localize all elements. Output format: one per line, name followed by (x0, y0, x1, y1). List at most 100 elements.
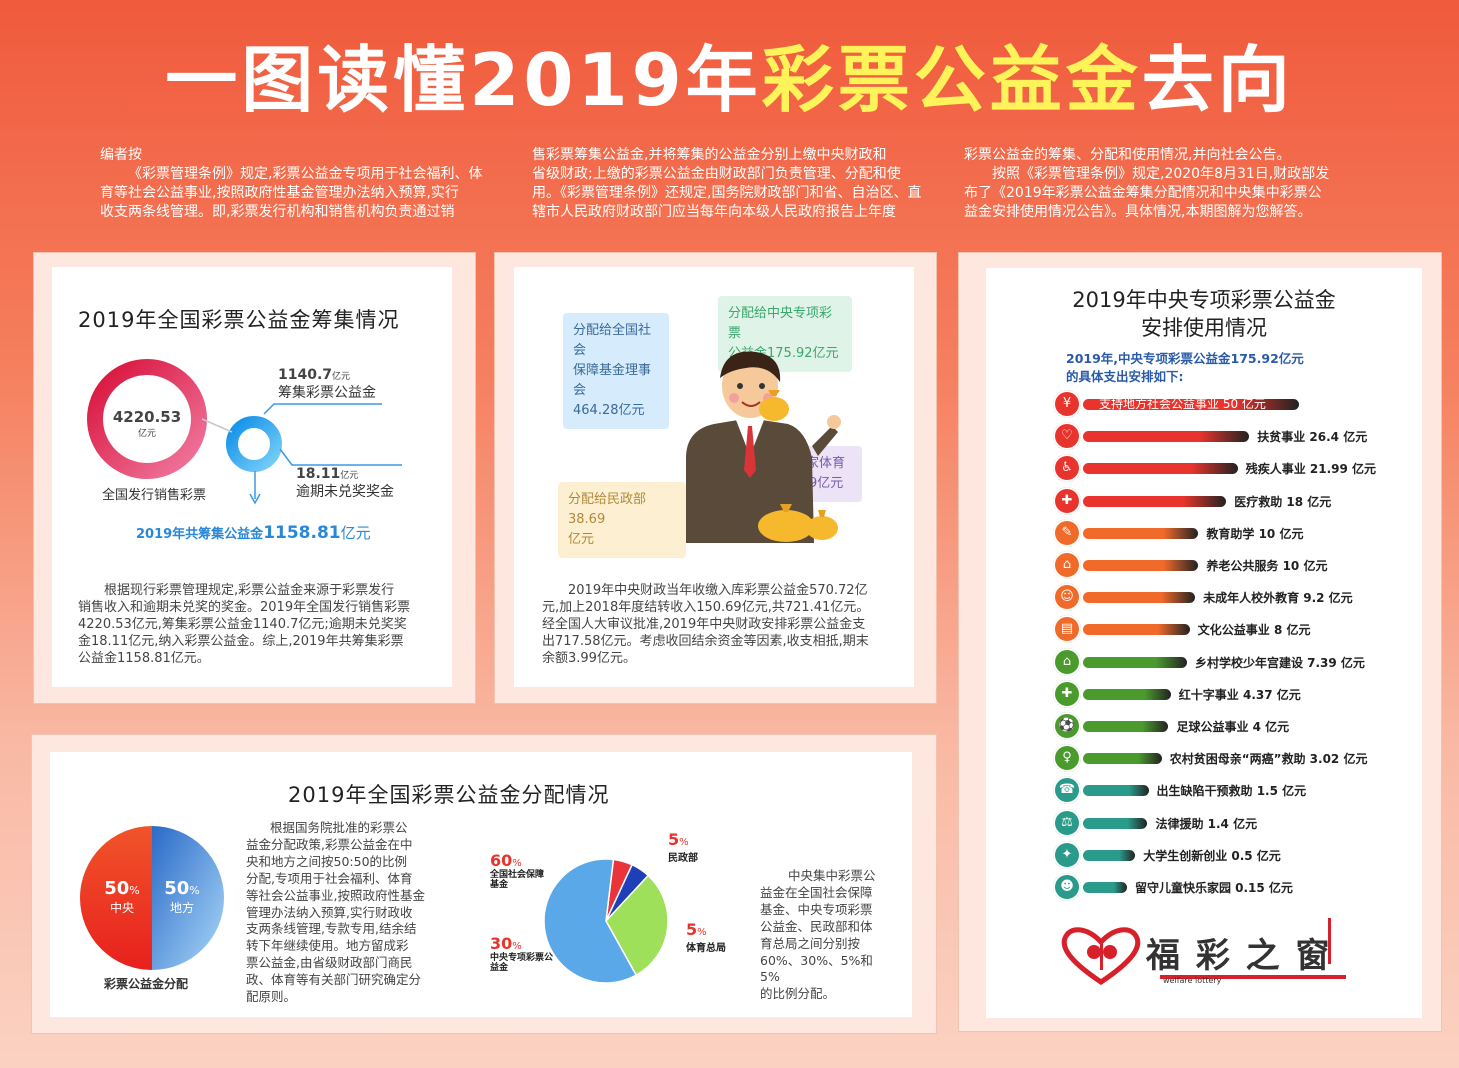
money-bags-icon (758, 504, 838, 542)
list-item: ✚ 红十字事业 4.37 亿元 (1053, 679, 1353, 708)
value-bar (1083, 688, 1171, 700)
value-bar (1083, 721, 1169, 732)
item-label: 养老公共服务 10 亿元 (1206, 559, 1328, 573)
item-label: 残疾人事业 21.99 亿元 (1245, 462, 1377, 477)
slice-label-special: 30% 中央专项彩票公 益金 (490, 934, 554, 973)
title-part-1: 一图读懂2019年 (165, 38, 762, 122)
item-label: 医疗救助 18 亿元 (1234, 494, 1332, 509)
list-item: ♡ 扶贫事业 26.4 亿元 (1053, 422, 1367, 451)
intro-line: 彩票公益金的筹集、分配和使用情况,并向社会公告。 (964, 147, 1291, 163)
logo-name: 福 彩 之 窗 (1146, 936, 1332, 976)
category-icon: ⌂ (1053, 551, 1081, 579)
item-label: 乡村学校少年宫建设 7.39 亿元 (1194, 655, 1365, 670)
collection-graphic (87, 359, 402, 505)
list-item: ♀ 农村贫困母亲“两癌”救助 3.02 亿元 (1053, 744, 1367, 773)
distribution-text: 根据国务院批准的彩票公 益金分配政策,彩票公益金在中 央和地方之间按50:50的… (246, 820, 425, 1005)
category-icon: ¥ (1053, 390, 1081, 418)
category-icon: ✚ (1053, 486, 1081, 515)
central-share-slice (80, 826, 152, 970)
raised-label: 筹集彩票公益金 (278, 385, 376, 401)
list-item: ☺ 未成年人校外教育 9.2 亿元 (1053, 583, 1353, 612)
central-allocation-pie (543, 858, 669, 984)
total-sales-value: 4220.53 亿元 (112, 408, 182, 439)
special-subtitle: 2019年,中央专项彩票公益金175.92亿元 的具体支出安排如下: (1066, 351, 1304, 384)
collection-summary: 2019年共筹集公益金1158.81亿元 (136, 523, 371, 543)
bubble-social-security: 分配给全国社会 保障基金理事会 464.28亿元 (563, 313, 669, 429)
intro-line: 益金安排使用情况公告》。具体情况,本期图解为您解答。 (964, 204, 1312, 220)
category-icon: ▤ (1053, 615, 1081, 644)
total-sales-ring (87, 359, 207, 479)
intro-col-3: 彩票公益金的筹集、分配和使用情况,并向社会公告。 按照《彩票管理条例》规定,20… (964, 146, 1374, 222)
intro-line: 用。《彩票管理条例》还规定,国务院财政部门和省、自治区、直 (532, 185, 922, 201)
intro-col-2: 售彩票筹集公益金,并将筹集的公益金分别上缴中央财政和 省级财政;上缴的彩票公益金… (532, 146, 942, 222)
special-fund-slice (605, 874, 669, 977)
value-bar (1083, 399, 1299, 410)
value-bar (1083, 463, 1238, 475)
value-bar (1083, 527, 1199, 539)
list-item: ¥ 支持地方社会公益事业 50 亿元 (1053, 390, 1353, 418)
slice-label-civil: 5% 民政部 (668, 830, 698, 864)
list-item: ✦ 大学生创新创业 0.5 亿元 (1053, 840, 1353, 869)
intro-line: 收支两条线管理。即,彩票发行机构和销售机构负责通过销 (100, 204, 455, 220)
list-item: ☎ 出生缺陷干预救助 1.5 亿元 (1053, 776, 1353, 805)
page-title: 一图读懂2019年彩票公益金去向 (0, 30, 1459, 130)
central-local-pie (80, 826, 224, 970)
expired-label: 逾期未兑奖奖金 (296, 484, 394, 500)
special-title: 2019年中央专项彩票公益金 安排使用情况 (1072, 288, 1336, 340)
item-label: 留守儿童快乐家园 0.15 亿元 (1134, 881, 1293, 895)
category-icon: ⌂ (1053, 647, 1081, 676)
list-item: ✚ 医疗救助 18 亿元 (1053, 486, 1353, 515)
title-highlight: 彩票公益金 (761, 38, 1142, 122)
intro-col-1: 编者按 《彩票管理条例》规定,彩票公益金专项用于社会福利、体 育等社会公益事业,… (100, 146, 510, 222)
welfare-lottery-logo-icon (1061, 927, 1141, 986)
category-icon: ♿ (1053, 454, 1081, 483)
item-label: 扶贫事业 26.4 亿元 (1257, 430, 1368, 445)
money-bag-small-icon (759, 390, 789, 421)
local-share-label: 50% 地方 (164, 878, 200, 915)
distribution-text-2: 中央集中彩票公 益金在全国社会保障 基金、中央专项彩票 公益金、民政部和体 育总… (760, 868, 876, 1002)
central-share-label: 50% 中央 (104, 878, 140, 915)
category-icon: ☎ (1053, 776, 1081, 805)
item-label: 红十字事业 4.37 亿元 (1178, 687, 1301, 702)
list-item: ♿ 残疾人事业 21.99 亿元 (1053, 454, 1376, 483)
value-bar (1083, 849, 1136, 861)
value-bar (1083, 592, 1196, 604)
item-label: 教育助学 10 亿元 (1206, 526, 1304, 541)
item-label: 出生缺陷干预救助 1.5 亿元 (1156, 784, 1307, 799)
social-security-slice (543, 858, 638, 984)
category-icon: ⚖ (1053, 808, 1081, 837)
list-item: ☻ 留守儿童快乐家园 0.15 亿元 (1053, 873, 1353, 901)
category-icon: ♡ (1053, 422, 1081, 451)
intro-line: 售彩票筹集公益金,并将筹集的公益金分别上缴中央财政和 (532, 147, 887, 163)
value-bar (1083, 753, 1162, 765)
category-icon: ✚ (1053, 679, 1081, 708)
intro-line: 布了《2019年彩票公益金筹集分配情况和中央集中彩票公 (964, 185, 1322, 201)
total-sales-label: 全国发行销售彩票 (102, 488, 207, 503)
item-label: 农村贫困母亲“两癌”救助 3.02 亿元 (1169, 752, 1368, 767)
value-bar (1083, 785, 1149, 797)
value-bar (1083, 624, 1190, 636)
category-icon: ☺ (1053, 583, 1081, 612)
collection-text: 根据现行彩票管理规定,彩票公益金来源于彩票发行 销售收入和逾期未兑奖的奖金。20… (78, 583, 411, 666)
category-icon: ♀ (1053, 744, 1081, 773)
collection-title: 2019年全国彩票公益金筹集情况 (78, 308, 400, 332)
intro-line: 按照《彩票管理条例》规定,2020年8月31日,财政部发 (992, 166, 1330, 182)
intro-line: 育等社会公益事业,按照政府性基金管理办法纳入预算,实行 (100, 185, 459, 201)
logo-english: welfare lottery (1163, 976, 1222, 985)
expired-value: 18.11亿元 (296, 466, 359, 482)
value-bar (1083, 817, 1148, 829)
pie-caption: 彩票公益金分配 (104, 977, 189, 991)
logo-divider (1328, 918, 1331, 964)
intro-line: 《彩票管理条例》规定,彩票公益金专项用于社会福利、体 (128, 166, 483, 182)
item-label: 未成年人校外教育 9.2 亿元 (1203, 591, 1353, 606)
raised-ring (226, 416, 282, 472)
item-label: 法律援助 1.4 亿元 (1155, 816, 1258, 831)
item-label: 文化公益事业 8 亿元 (1197, 623, 1311, 638)
list-item: ▤ 文化公益事业 8 亿元 (1053, 615, 1353, 644)
logo-underline (1160, 975, 1346, 979)
category-icon: ☻ (1053, 873, 1081, 901)
value-bar (1083, 560, 1199, 571)
value-bar (1083, 656, 1187, 668)
slice-label-social: 60% 全国社会保障 基金 (490, 851, 545, 890)
central-text: 2019年中央财政当年收缴入库彩票公益金570.72亿 元,加上2018年度结转… (542, 583, 870, 666)
